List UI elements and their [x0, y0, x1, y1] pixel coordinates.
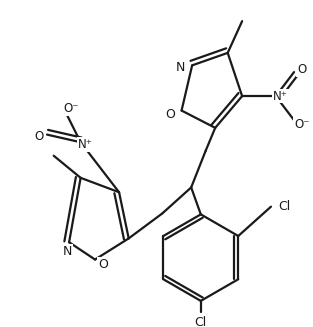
Text: O: O [165, 108, 175, 121]
Text: N⁺: N⁺ [78, 138, 93, 151]
Text: N⁺: N⁺ [273, 90, 288, 103]
Text: O⁻: O⁻ [63, 102, 79, 115]
Text: N: N [63, 245, 72, 258]
Text: N: N [176, 61, 185, 74]
Text: O: O [297, 63, 306, 76]
Text: O: O [98, 258, 108, 271]
Text: Cl: Cl [278, 200, 290, 213]
Text: Cl: Cl [195, 316, 207, 327]
Text: O: O [35, 130, 44, 143]
Text: O⁻: O⁻ [294, 117, 310, 130]
